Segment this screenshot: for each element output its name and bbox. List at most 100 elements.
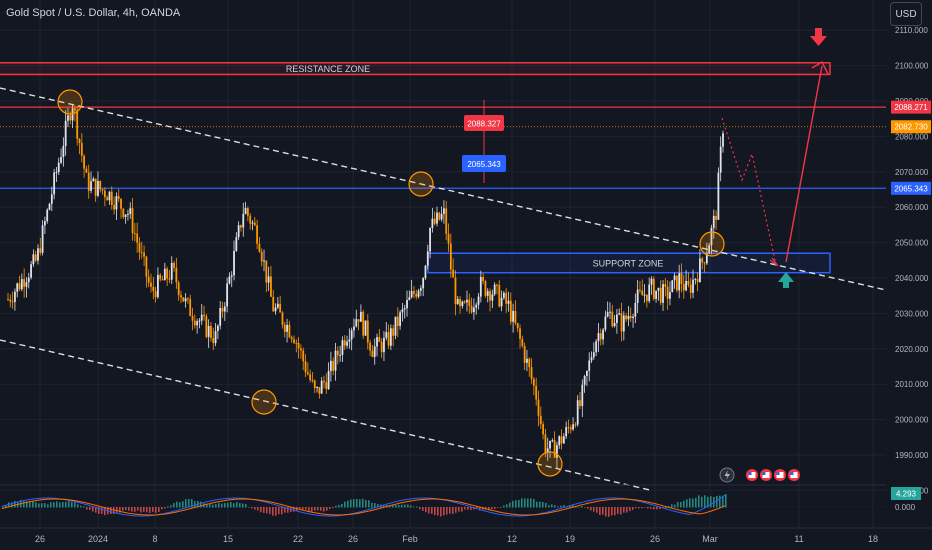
price-tag-label: 2088.271 (894, 103, 928, 112)
macd-histogram-bar (149, 507, 151, 513)
candle-body (692, 279, 694, 293)
macd-histogram-bar (272, 507, 274, 516)
macd-histogram-bar (41, 503, 43, 508)
macd-histogram-bar (8, 502, 10, 508)
macd-histogram-bar (140, 507, 142, 513)
candle-body (456, 299, 459, 305)
candle-body (311, 380, 314, 382)
candle-body (399, 312, 401, 326)
candle-body (346, 341, 348, 346)
candle-body (235, 237, 238, 251)
blue-callout-label: 2065.343 (467, 160, 501, 169)
candle-body (353, 326, 355, 331)
candle-body (124, 214, 127, 217)
macd-histogram-bar (524, 498, 526, 508)
candle-body (466, 299, 468, 303)
candle-body (180, 295, 182, 298)
candle-body (184, 298, 187, 302)
candle-body (627, 316, 630, 320)
price-tag (891, 100, 931, 114)
macd-histogram-bar (461, 507, 463, 512)
candle-body (549, 440, 551, 449)
up-arrow-icon (778, 272, 794, 288)
macd-histogram-bar (56, 501, 58, 508)
candle-body (445, 208, 448, 234)
macd-histogram-bar (620, 507, 622, 515)
currency-button[interactable]: USD (890, 2, 922, 26)
macd-histogram-bar (353, 499, 355, 508)
macd-histogram-bar (389, 505, 391, 508)
candle-body (122, 208, 125, 217)
candle-body (290, 337, 293, 340)
y-tick-label: 2100.000 (895, 62, 929, 71)
candle-body (544, 434, 547, 453)
candle-body (440, 213, 443, 220)
lightning-bolt (724, 470, 730, 480)
candle-body (7, 299, 9, 301)
candle-body (475, 304, 478, 308)
candle-body (223, 306, 226, 312)
macd-histogram-bar (335, 505, 337, 508)
candle-body (37, 248, 39, 261)
macd-histogram-bar (605, 507, 607, 517)
candle-body (62, 145, 65, 157)
macd-histogram-bar (518, 499, 520, 508)
candle-body (94, 178, 97, 196)
candle-body (565, 427, 568, 437)
candle-body (422, 278, 425, 289)
candle-body (200, 314, 203, 321)
candle-body (498, 284, 501, 307)
candle-body (50, 194, 53, 204)
candle-body (373, 346, 376, 357)
macd-histogram-bar (119, 507, 121, 513)
candle-body (496, 284, 498, 286)
candle-body (403, 308, 406, 310)
candle-body (228, 276, 231, 284)
y-tick-label: 2070.000 (895, 168, 929, 177)
macd-histogram-bar (62, 501, 64, 508)
macd-histogram-bar (632, 507, 634, 510)
candle-body (505, 292, 508, 304)
down-arrow-icon (810, 28, 827, 46)
candle-body (313, 380, 316, 389)
macd-histogram-bar (122, 507, 124, 511)
candle-body (25, 282, 28, 287)
candle-body (671, 280, 674, 293)
candle-body (618, 313, 621, 315)
candle-body (318, 386, 321, 394)
macd-histogram-bar (236, 502, 238, 508)
macd-histogram-bar (602, 507, 604, 515)
candle-body (558, 436, 561, 446)
macd-histogram-bar (599, 507, 601, 516)
candle-body (90, 181, 92, 191)
candle-body (230, 275, 233, 277)
x-tick-label: 2024 (88, 534, 108, 544)
macd-histogram-bar (215, 504, 217, 508)
candle-body (602, 329, 604, 340)
macd-histogram-bar (512, 501, 514, 508)
candle-body (293, 339, 295, 343)
macd-histogram-bar (29, 501, 31, 508)
candle-body (380, 341, 383, 353)
candle-body (39, 248, 42, 253)
candle-body (708, 245, 711, 254)
candle-body (103, 190, 106, 198)
candle-body (267, 276, 270, 283)
macd-histogram-bar (182, 501, 184, 508)
candle-body (341, 340, 344, 355)
candle-body (650, 278, 653, 285)
candle-body (297, 342, 300, 349)
macd-histogram-bar (548, 505, 550, 508)
macd-histogram-bar (242, 503, 244, 508)
macd-histogram-bar (431, 507, 433, 514)
candles-series (7, 103, 724, 469)
candle-body (710, 227, 713, 246)
candle-body (581, 384, 584, 406)
candle-body (150, 282, 152, 287)
candle-body (253, 222, 256, 226)
candle-body (556, 445, 558, 458)
candle-body (203, 314, 205, 317)
candle-body (242, 213, 245, 228)
candle-body (219, 307, 222, 326)
